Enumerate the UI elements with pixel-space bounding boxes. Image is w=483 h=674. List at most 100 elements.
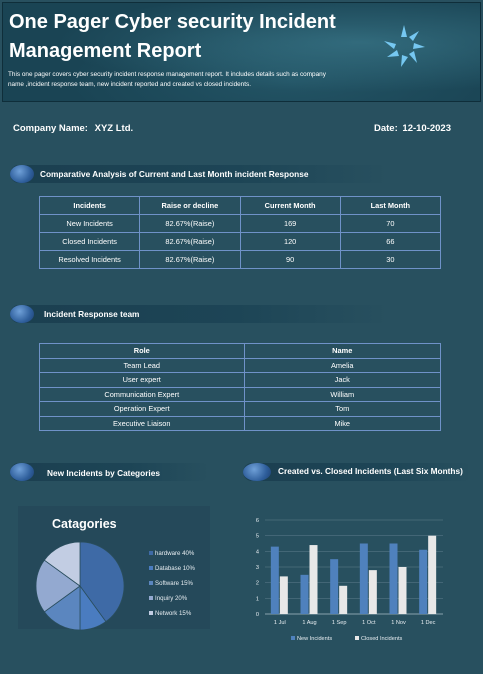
pie-slice-inquiry bbox=[35, 559, 81, 613]
table-cell: 82.67%(Raise) bbox=[139, 250, 241, 269]
bar-closed-incidents bbox=[368, 570, 377, 614]
table-row: Resolved Incidents 82.67%(Raise) 90 30 bbox=[38, 250, 442, 269]
y-tick-label: 0 bbox=[256, 612, 259, 618]
section-bullet-icon bbox=[243, 463, 271, 481]
bar-new-incidents bbox=[330, 559, 339, 614]
bar-new-incidents bbox=[359, 543, 368, 614]
column-header: Name bbox=[243, 343, 441, 359]
date-label: Date: bbox=[374, 123, 398, 134]
table-row: New Incidents 82.67%(Raise) 169 70 bbox=[38, 214, 442, 233]
table-cell: User expert bbox=[39, 372, 245, 388]
page-title: One Pager Cyber security Incident Manage… bbox=[9, 11, 336, 62]
table-row: User expert Jack bbox=[39, 372, 441, 388]
legend-item: Inquiry 20% bbox=[149, 595, 195, 610]
cyber-swirl-icon bbox=[384, 25, 425, 67]
x-tick-label: 1 Sep bbox=[332, 620, 347, 626]
company-label: Company Name: bbox=[13, 123, 88, 134]
pie-slice-hardware bbox=[79, 541, 125, 623]
column-header: Current Month bbox=[239, 196, 341, 215]
bar-closed-incidents bbox=[428, 535, 437, 614]
table-cell: Tom bbox=[243, 401, 441, 417]
legend-label: hardware 40% bbox=[155, 550, 195, 557]
table-cell: William bbox=[243, 386, 441, 402]
table-cell: New Incidents bbox=[38, 214, 141, 233]
legend-swatch bbox=[149, 596, 153, 601]
table-cell: Amelia bbox=[243, 357, 441, 373]
table-cell: Executive Liaison bbox=[39, 415, 245, 431]
legend-label: Software 15% bbox=[155, 580, 193, 587]
y-tick-label: 4 bbox=[256, 549, 259, 555]
pie-chart-title: Catagories bbox=[52, 517, 117, 531]
table-cell: Mike bbox=[243, 415, 441, 431]
table-row: Team Lead Amelia bbox=[39, 357, 441, 373]
table-cell: Communication Expert bbox=[39, 386, 245, 402]
y-tick-label: 6 bbox=[256, 518, 259, 524]
table-cell: 120 bbox=[239, 232, 341, 251]
legend-item: Database 10% bbox=[149, 565, 195, 580]
table-cell: 82.67%(Raise) bbox=[139, 232, 241, 251]
table-cell: Team Lead bbox=[39, 357, 245, 373]
column-header: Last Month bbox=[339, 196, 442, 215]
page-description: This one pager covers cyber security inc… bbox=[8, 71, 326, 88]
table-cell: 70 bbox=[339, 214, 442, 233]
table-cell: Resolved Incidents bbox=[38, 250, 141, 269]
bar-closed-incidents bbox=[309, 545, 318, 614]
legend-swatch bbox=[149, 551, 153, 556]
table-row: Communication Expert William bbox=[39, 386, 441, 402]
x-tick-label: 1 Aug bbox=[302, 620, 316, 626]
x-tick-label: 1 Dec bbox=[421, 620, 436, 626]
table-cell: Closed Incidents bbox=[38, 232, 141, 251]
table-cell: 82.67%(Raise) bbox=[139, 214, 241, 233]
section-title-team: Incident Response team bbox=[44, 309, 140, 319]
legend-label: Network 15% bbox=[155, 610, 192, 617]
bar-new-incidents bbox=[300, 574, 309, 614]
bar-new-incidents bbox=[389, 543, 398, 614]
pie-legend: hardware 40% Database 10% Software 15% Inqu… bbox=[149, 550, 195, 625]
section-header-comparative bbox=[10, 165, 390, 183]
bar-chart: 0 1 2 3 4 5 6 1 Jul 1 Aug 1 Sep 1 Oct 1 Nov 1 Dec New… bbox=[256, 518, 443, 642]
section-header-team bbox=[10, 305, 390, 323]
table-cell: 169 bbox=[239, 214, 341, 233]
bar-closed-incidents bbox=[339, 585, 348, 614]
x-tick-label: 1 Jul bbox=[274, 620, 286, 626]
y-tick-label: 5 bbox=[256, 534, 259, 540]
legend-swatch bbox=[291, 636, 295, 640]
legend-label: Inquiry 20% bbox=[155, 595, 188, 602]
x-tick-label: 1 Nov bbox=[391, 620, 406, 626]
table-header-row: Incidents Raise or decline Current Month… bbox=[38, 196, 442, 215]
legend-swatch bbox=[149, 581, 153, 586]
legend-item: Network 15% bbox=[149, 610, 195, 625]
legend-label: New Incidents bbox=[297, 636, 332, 642]
column-header: Incidents bbox=[38, 196, 141, 215]
report-date: Date: 12-10-2023 bbox=[374, 123, 451, 134]
table-cell: Jack bbox=[243, 372, 441, 388]
bar-new-incidents bbox=[270, 546, 279, 614]
table-cell: 30 bbox=[339, 250, 442, 269]
x-tick-label: 1 Oct bbox=[362, 620, 376, 626]
legend-swatch bbox=[149, 611, 153, 616]
bar-closed-incidents bbox=[398, 567, 407, 614]
section-header-created-closed bbox=[243, 463, 473, 481]
table-cell: 90 bbox=[239, 250, 341, 269]
section-bullet-icon bbox=[10, 463, 34, 481]
report-header: One Pager Cyber security Incident Manage… bbox=[2, 2, 481, 102]
bar-new-incidents bbox=[419, 549, 428, 614]
table-row: Operation Expert Tom bbox=[39, 401, 441, 417]
pie-slice-network bbox=[43, 541, 81, 587]
table-header-row: Role Name bbox=[39, 343, 441, 359]
section-bullet-icon bbox=[10, 305, 34, 323]
y-tick-label: 1 bbox=[256, 596, 259, 602]
y-tick-label: 2 bbox=[256, 581, 259, 587]
column-header: Role bbox=[39, 343, 245, 359]
bar-closed-incidents bbox=[279, 576, 288, 614]
column-header: Raise or decline bbox=[139, 196, 241, 215]
section-title-categories: New Incidents by Categories bbox=[47, 468, 160, 478]
section-title-created-closed: Created vs. Closed Incidents (Last Six M… bbox=[278, 466, 463, 476]
legend-label: Database 10% bbox=[155, 565, 195, 572]
section-bullet-icon bbox=[10, 165, 34, 183]
team-table: Role Name Team Lead Amelia User expert J… bbox=[39, 343, 441, 431]
section-header-categories bbox=[10, 463, 210, 481]
table-row: Executive Liaison Mike bbox=[39, 415, 441, 431]
company-info: Company Name: XYZ Ltd. bbox=[13, 123, 133, 134]
legend-item: hardware 40% bbox=[149, 550, 195, 565]
